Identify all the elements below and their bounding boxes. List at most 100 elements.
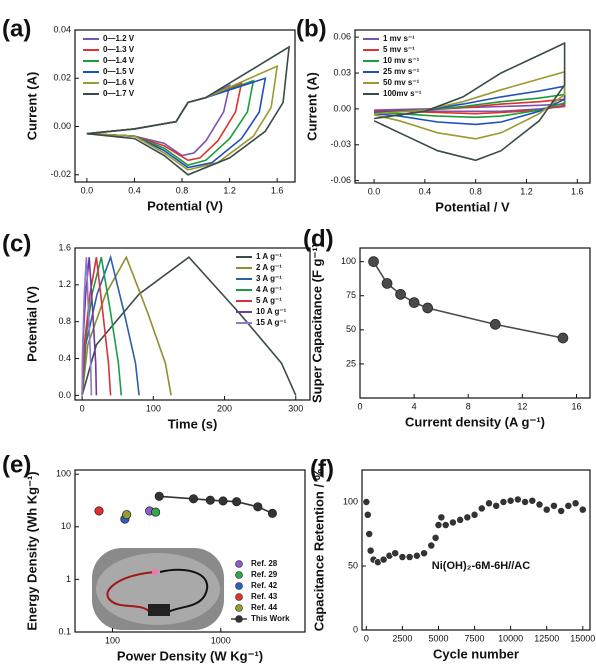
x-tick-label: 10000 (498, 633, 523, 643)
x-tick-label: 0.0 (368, 186, 381, 196)
data-point (94, 506, 104, 516)
x-tick-label: 100 (146, 403, 161, 413)
data-point (151, 507, 161, 517)
data-point (205, 495, 215, 505)
legend-label: 100mv s⁻¹ (383, 89, 422, 98)
x-axis-label: Potential (V) (147, 198, 223, 213)
y-axis-label: Current (A) (24, 72, 39, 141)
x-tick-label: 0.8 (469, 186, 482, 196)
y-tick-label: -0.03 (330, 139, 351, 149)
data-point (412, 551, 421, 560)
data-point (437, 513, 446, 522)
x-tick-label: 0 (364, 633, 369, 643)
series-line (81, 257, 93, 396)
x-tick-label: 1000 (211, 635, 231, 645)
legend-marker (235, 593, 243, 601)
y-tick-label: 100 (56, 469, 71, 479)
legend-label: 10 mv s⁻¹ (383, 56, 420, 65)
plot-frame (361, 469, 591, 631)
y-tick-label: 0.06 (333, 32, 351, 42)
y-tick-label: 1 (66, 574, 71, 584)
data-point (253, 502, 263, 512)
data-point (365, 530, 374, 538)
panel: (a) 0.0 0.4 0.8 1.2 1.6 -0.02 0.00 0.02 0.04 Poten… (2, 15, 296, 213)
y-tick-label: 0.04 (53, 24, 71, 34)
legend-label: 1 mv s⁻¹ (383, 34, 415, 43)
y-tick-label: -0.06 (330, 175, 351, 185)
legend-label: Ref. 28 (251, 559, 278, 568)
y-tick-label: 50 (346, 324, 356, 334)
data-point (232, 497, 242, 507)
legend-label: 15 A g⁻¹ (256, 318, 287, 327)
panel: (c) 0 100 200 300 0.0 0.4 0.8 1.2 1.6 Time (s) Pote… (2, 230, 311, 431)
plot-frame (354, 29, 591, 184)
x-axis-label: Potential / V (435, 199, 510, 214)
y-tick-label: 50 (348, 560, 358, 570)
series-line (81, 256, 297, 396)
legend-label: 5 A g⁻¹ (256, 296, 282, 305)
panel-label: (c) (2, 230, 31, 257)
legend-label: 2 A g⁻¹ (256, 263, 282, 272)
data-point (477, 504, 486, 513)
x-tick-label: 0.4 (128, 185, 141, 195)
data-point (521, 498, 530, 506)
y-tick-label: 25 (346, 358, 356, 368)
y-tick-label: 100 (343, 496, 358, 506)
data-point (492, 501, 501, 510)
panel: (f) 0 2500 5000 7500 10000 12500 15000 0 50 100 Cyc… (310, 455, 595, 661)
data-point (557, 507, 566, 515)
data-point (489, 319, 501, 330)
y-tick-label: 0 (353, 624, 358, 634)
data-point (578, 505, 587, 514)
wire (159, 568, 209, 613)
x-axis-label: Time (s) (168, 416, 218, 431)
x-tick-label: 15000 (570, 633, 595, 643)
panel-label: (f) (310, 455, 334, 482)
series-line (374, 98, 566, 115)
data-point (395, 289, 406, 300)
legend-label: Ref. 29 (251, 570, 278, 579)
y-tick-label: 0.0 (58, 390, 71, 400)
x-tick-label: 7500 (465, 633, 485, 643)
y-tick-label: 0.1 (58, 626, 71, 636)
data-point (564, 501, 573, 510)
x-tick-label: 16 (571, 401, 581, 411)
series-line (81, 257, 112, 396)
data-point (448, 518, 457, 527)
data-point (441, 521, 450, 529)
y-axis-label: Capacitance Retention / % (311, 468, 326, 631)
legend-label: 3 A g⁻¹ (256, 274, 282, 283)
legend-label: Ref. 42 (251, 581, 278, 590)
legend-label: This Work (251, 614, 290, 623)
data-point (427, 541, 436, 550)
legend-label: 25 mv s⁻¹ (383, 67, 420, 76)
series-line (374, 85, 566, 126)
data-point (535, 500, 544, 509)
legend-marker (235, 560, 243, 568)
data-point (154, 491, 164, 501)
plot-frame (74, 29, 296, 183)
data-point (366, 546, 375, 555)
legend-label: 4 A g⁻¹ (256, 285, 282, 294)
data-point (485, 499, 493, 508)
y-axis-label: Potential (V) (24, 286, 39, 362)
legend-marker (235, 571, 243, 579)
y-axis-label: Super Capacitance (F g⁻¹) (309, 243, 324, 403)
device (148, 604, 170, 616)
x-tick-label: 0.0 (81, 185, 94, 195)
legend-marker (235, 604, 243, 612)
series-line (373, 41, 566, 162)
legend-label: 0—1.4 V (103, 56, 135, 65)
series-line (373, 70, 566, 140)
data-point (398, 553, 407, 561)
y-tick-label: 0.00 (53, 121, 71, 131)
y-axis-label: Current (A) (304, 72, 319, 141)
x-tick-label: 1.6 (271, 185, 284, 195)
x-tick-label: 1.2 (223, 185, 236, 195)
x-tick-label: 12 (517, 401, 527, 411)
x-tick-label: 300 (288, 403, 303, 413)
data-point (470, 510, 479, 519)
data-point (571, 499, 580, 508)
